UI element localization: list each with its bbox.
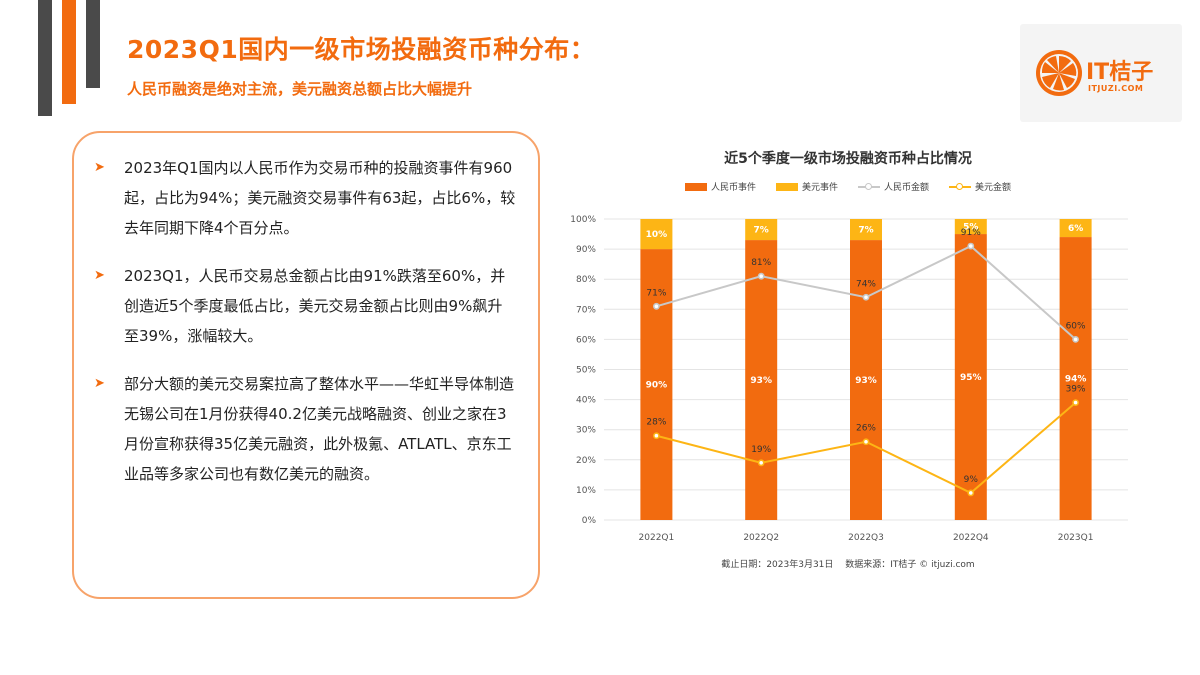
x-tick-label: 2022Q3 [848,533,884,543]
legend-label: 人民币事件 [710,183,756,193]
orange-slice-icon [1036,50,1082,96]
point-usd-amount [653,432,660,440]
bar-rmb-events [640,249,673,520]
data-label-usd-events: 5% [963,223,978,233]
y-tick-label: 40% [576,396,596,406]
data-label-rmb-amount: 91% [961,228,981,238]
chart-footer: 截止日期：2023年3月31日 数据来源：IT桔子 © itjuzi.com [721,560,975,570]
bar-usd-events [640,219,673,250]
chart-plot: 0% 10% 20% 30% 40% 50% 60% 70% 80% 90% 100% 90% 10% 2… [570,215,1128,543]
y-tick-label: 50% [576,366,596,376]
data-label-usd-amount: 28% [646,418,666,428]
bar-usd-events [745,219,778,241]
y-tick-label: 60% [576,335,596,345]
legend-item-rmb-events: 人民币事件 [684,180,756,193]
data-label-usd-events: 6% [1068,224,1083,234]
bullet-item: ➤ 2023年Q1国内以人民币作为交易币种的投融资事件有960起，占比为94%；… [94,153,516,243]
point-usd-amount [757,459,765,467]
bar-rmb-events [954,234,987,521]
legend-item-usd-events: 美元事件 [775,180,838,193]
legend-label: 人民币金额 [884,183,930,193]
data-label-rmb-events: 90% [646,381,668,391]
data-label-usd-amount: 9% [964,475,979,485]
bar-usd-events [850,219,882,241]
data-label-usd-events: 10% [646,230,668,240]
data-label-rmb-amount: 81% [751,258,771,268]
bar-rmb-events [850,240,882,520]
legend-line-marker [858,182,880,192]
y-tick-label: 100% [570,215,596,225]
data-label-rmb-amount: 71% [646,288,666,298]
x-tick-label: 2022Q2 [743,533,779,543]
y-tick-label: 90% [576,245,596,255]
data-label-rmb-events: 93% [750,376,772,386]
legend-item-usd-amount: 美元金额 [949,180,1011,193]
page-title: 2023Q1国内一级市场投融资币种分布： [127,35,596,64]
itjuzi-logo: IT桔子 ITJUZI.COM [1020,24,1182,122]
decor-stripe-gray-2 [86,0,100,88]
data-label-rmb-events: 95% [960,373,982,383]
y-tick-label: 70% [576,305,596,315]
y-tick-label: 20% [576,456,596,466]
point-rmb-amount [862,293,870,301]
x-tick-label: 2022Q4 [953,533,989,543]
legend-swatch [775,182,798,191]
legend-label: 美元金额 [975,183,1012,193]
legend-label: 美元事件 [801,183,838,193]
logo-url: ITJUZI.COM [1088,84,1144,93]
data-label-usd-amount: 26% [856,424,876,434]
bullet-item: ➤ 部分大额的美元交易案拉高了整体水平——华虹半导体制造无锡公司在1月份获得40… [94,369,516,489]
point-usd-amount [1072,399,1079,407]
bullet-text: 部分大额的美元交易案拉高了整体水平——华虹半导体制造无锡公司在1月份获得40.2… [124,375,515,483]
point-usd-amount [862,438,870,446]
chart-legend: 人民币事件 美元事件 人民币金额 美元金额 [548,180,1148,193]
bar-usd-events [954,219,987,235]
point-rmb-amount [967,242,975,250]
page-subtitle: 人民币融资是绝对主流，美元融资总额占比大幅提升 [127,80,473,98]
bar-usd-events [1059,219,1092,238]
logo-wordmark: IT桔子 [1086,60,1154,85]
data-label-rmb-amount: 74% [856,279,876,289]
arrow-right-icon: ➤ [94,376,105,391]
y-tick-label: 10% [576,486,596,496]
decor-stripe-gray [38,0,52,116]
data-label-rmb-amount: 60% [1066,321,1086,331]
legend-line-marker [949,182,972,192]
data-label-rmb-events: 94% [1065,375,1087,385]
y-tick-label: 0% [582,516,597,526]
arrow-right-icon: ➤ [94,268,105,283]
data-label-usd-events: 7% [858,226,873,236]
bar-rmb-events [745,240,778,520]
bar-rmb-events [1059,237,1092,520]
data-label-rmb-events: 93% [855,376,877,386]
data-label-usd-events: 7% [754,226,769,236]
chart-title: 近5个季度一级市场投融资币种占比情况 [724,151,972,167]
decor-stripe-orange [62,0,76,104]
data-label-usd-amount: 19% [751,445,771,455]
point-rmb-amount [1072,335,1079,343]
point-rmb-amount [653,302,660,310]
x-tick-label: 2022Q1 [639,533,675,543]
y-tick-label: 30% [576,426,596,436]
point-usd-amount [967,489,975,497]
arrow-right-icon: ➤ [94,160,105,175]
legend-swatch [684,182,707,191]
chart-panel: 近5个季度一级市场投融资币种占比情况 人民币事件 美元事件 人民币金额 美元金额… [548,140,1148,580]
data-label-usd-amount: 39% [1066,385,1086,395]
summary-box: ➤ 2023年Q1国内以人民币作为交易币种的投融资事件有960起，占比为94%；… [72,131,540,599]
bullet-text: 2023年Q1国内以人民币作为交易币种的投融资事件有960起，占比为94%；美元… [124,159,516,237]
bullet-item: ➤ 2023Q1，人民币交易总金额占比由91%跌落至60%，并创造近5个季度最低… [94,261,516,351]
bullet-text: 2023Q1，人民币交易总金额占比由91%跌落至60%，并创造近5个季度最低占比… [124,267,506,345]
legend-item-rmb-amount: 人民币金额 [858,180,929,193]
x-tick-label: 2023Q1 [1058,533,1094,543]
y-tick-label: 80% [576,275,596,285]
point-rmb-amount [757,272,765,280]
